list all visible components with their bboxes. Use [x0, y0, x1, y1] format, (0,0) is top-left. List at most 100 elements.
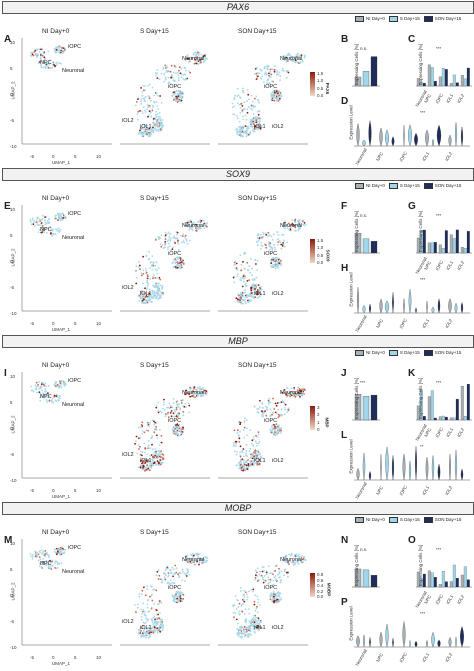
cell-point: [198, 56, 201, 59]
cell-point: [258, 459, 261, 461]
significance: ***: [436, 380, 442, 385]
cell-point: [170, 76, 172, 79]
cell-point: [182, 431, 185, 434]
cell-point: [156, 603, 159, 606]
cell-point: [144, 461, 147, 464]
cell-point: [178, 66, 181, 69]
cell-point: [182, 414, 185, 417]
cell-point: [255, 276, 258, 279]
cell-point: [273, 243, 275, 246]
cell-point: [270, 425, 273, 427]
cell-point: [285, 56, 288, 59]
cell-point: [36, 53, 39, 55]
bar-chart-overall: [352, 394, 380, 421]
cell-point: [264, 71, 267, 74]
cell-point: [38, 61, 41, 63]
cell-point: [140, 272, 143, 275]
cell-point: [148, 292, 151, 295]
scale-tick: 0.0: [317, 93, 324, 98]
cell-point: [259, 295, 261, 298]
cell-point: [240, 294, 242, 297]
cell-point: [274, 262, 277, 265]
cell-point: [140, 460, 142, 462]
panel-letter: I: [4, 368, 7, 379]
cell-point: [276, 592, 279, 594]
cell-point: [284, 221, 286, 224]
cell-point: [203, 558, 206, 561]
cell-point: [58, 46, 61, 49]
cell-point: [177, 598, 180, 601]
cell-point: [252, 588, 255, 591]
bar: [449, 234, 453, 254]
cell-point: [241, 89, 244, 92]
cell-point: [46, 62, 49, 65]
cell-point: [257, 453, 260, 456]
cell-point: [265, 405, 267, 408]
violin: [425, 457, 429, 481]
cell-point: [269, 572, 272, 575]
legend: NI Day+0 S Day+15 SON Day+15: [355, 16, 461, 22]
cell-point: [275, 93, 277, 95]
cell-point: [161, 244, 164, 247]
cell-point: [47, 228, 50, 230]
cell-point: [135, 435, 138, 438]
cell-point: [304, 55, 306, 58]
cell-point: [174, 258, 177, 260]
cell-point: [156, 627, 159, 630]
cell-point: [176, 231, 179, 234]
cell-point: [248, 300, 251, 303]
cell-point: [251, 443, 253, 445]
cell-point: [139, 290, 142, 293]
cell-point: [255, 95, 258, 98]
cell-point: [203, 227, 206, 230]
legend-item: NI Day+0: [355, 183, 385, 189]
violin: [385, 129, 389, 147]
legend-swatch: [355, 183, 364, 189]
cell-point: [173, 65, 176, 67]
cell-point: [268, 582, 270, 584]
umap-plot: [21, 539, 112, 646]
cell-point: [41, 217, 44, 220]
cell-point: [54, 562, 57, 564]
legend-item: NI Day+0: [355, 16, 385, 22]
cell-point: [173, 409, 176, 411]
cluster-label: iOL2: [122, 118, 134, 124]
cluster-label: iOL1: [140, 124, 152, 130]
cell-point: [245, 466, 248, 469]
cell-point: [258, 238, 261, 241]
cell-point: [172, 79, 175, 81]
bar: [438, 416, 442, 421]
cell-point: [274, 248, 277, 251]
cluster-label: iOPC: [264, 84, 278, 90]
cell-point: [177, 243, 180, 245]
cell-point: [237, 612, 240, 614]
panel-letter: E: [4, 201, 11, 212]
cell-point: [180, 93, 183, 96]
color-scale: [310, 239, 315, 263]
cell-point: [253, 628, 256, 630]
x-tick: -5: [30, 321, 35, 326]
cell-point: [242, 261, 244, 263]
x-tick: 10: [96, 488, 102, 493]
cell-point: [157, 410, 160, 412]
cell-point: [277, 234, 280, 236]
cell-point: [204, 53, 207, 56]
cell-point: [255, 128, 257, 130]
cell-point: [298, 394, 301, 396]
cell-point: [158, 617, 160, 619]
cell-point: [43, 554, 46, 557]
cell-point: [184, 73, 186, 76]
cell-point: [31, 558, 34, 560]
cell-point: [263, 67, 266, 70]
bar: [370, 575, 378, 588]
cell-point: [40, 383, 43, 386]
cell-point: [150, 115, 153, 117]
cell-point: [248, 608, 250, 610]
cell-point: [197, 555, 199, 558]
cell-point: [176, 261, 179, 264]
cell-point: [151, 458, 154, 461]
cell-point: [145, 271, 148, 274]
cell-point: [263, 81, 265, 83]
cell-point: [233, 113, 236, 116]
cell-point: [39, 220, 41, 222]
